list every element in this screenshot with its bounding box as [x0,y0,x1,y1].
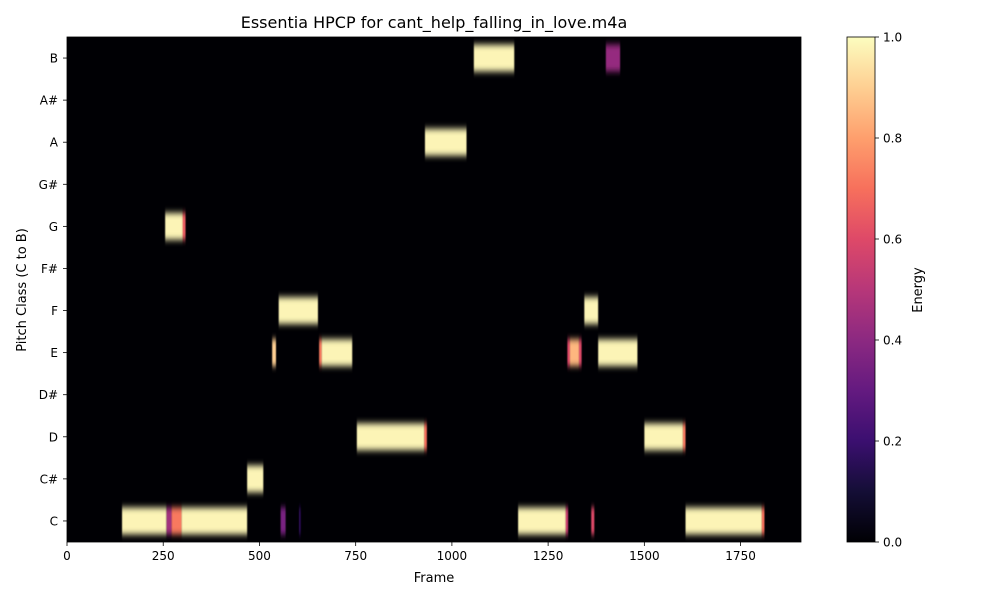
heatmap-cell-f [584,297,599,325]
heatmap-cell-c [518,507,566,535]
y-tick-label: C [50,514,58,528]
y-axis-label: Pitch Class (C to B) [15,228,30,352]
heatmap-cells [122,44,765,535]
heatmap-cell-c [591,507,595,535]
heatmap-cell-c [122,507,167,535]
heatmap-cell-e [578,339,582,367]
heatmap-cell-c [171,507,182,535]
y-tick-label: G [49,220,58,234]
heatmap-cell-e [319,339,322,367]
colorbar [846,36,876,543]
heatmap-cell-b [473,44,515,72]
y-tick-label: C# [40,472,58,486]
heatmap-cell-e [272,339,276,367]
heatmap-cell-c [761,507,765,535]
y-axis-ticks: C C# D D# E F F# G G# A A# B [39,52,67,528]
x-tick-label: 250 [152,549,175,563]
heatmap-cell-b [605,44,621,72]
x-tick-label: 500 [248,549,271,563]
heatmap-cell-c [166,507,172,535]
heatmap-cell-c [685,507,762,535]
heatmap-cell-g [182,212,186,240]
y-tick-label: A [50,136,59,150]
heatmap-cell-c [565,507,569,535]
x-tick-label: 1250 [533,549,564,563]
heatmap-cell-e [598,339,638,367]
heatmap-cell-d [424,423,427,451]
colorbar-label: Energy [911,267,926,313]
heatmap-cell-e [321,339,353,367]
chart-title: Essentia HPCP for cant_help_falling_in_l… [241,13,628,33]
y-tick-label: D [49,430,58,444]
y-tick-label: G# [39,178,58,192]
y-tick-label: A# [40,94,58,108]
colorbar-tick-label: 0.2 [883,435,902,449]
y-tick-label: D# [39,388,58,402]
colorbar-tick-label: 0.8 [883,132,902,146]
heatmap-cell-d [682,423,686,451]
colorbar-ticks: 0.0 0.2 0.4 0.6 0.8 1.0 [875,31,902,550]
heatmap-cell-a [424,128,467,156]
heatmap-cell-csharp [247,465,264,493]
y-tick-label: E [50,346,58,360]
x-tick-label: 1750 [725,549,756,563]
x-tick-label: 1000 [437,549,468,563]
plot-background [67,37,801,542]
heatmap-cell-c [280,507,286,535]
colorbar-tick-label: 1.0 [883,31,902,45]
x-tick-label: 750 [344,549,367,563]
heatmap-cell-d [644,423,683,451]
y-tick-label: F# [41,262,58,276]
colorbar-tick-label: 0.6 [883,233,902,247]
x-tick-label: 0 [63,549,71,563]
colorbar-tick-label: 0.4 [883,334,902,348]
heatmap-cell-e [570,339,579,367]
y-tick-label: F [51,304,58,318]
y-tick-label: B [50,52,58,66]
heatmap-cell-c [299,507,301,535]
x-axis-ticks: 0 250 500 750 1000 1250 1500 1750 [63,542,756,563]
heatmap-cell-e [567,339,571,367]
heatmap-cell-f [278,297,318,325]
x-tick-label: 1500 [629,549,660,563]
colorbar-tick-label: 0.0 [883,536,902,550]
heatmap-cell-c [181,507,248,535]
x-axis-label: Frame [414,571,455,586]
heatmap-cell-g [165,212,183,240]
heatmap-cell-d [356,423,425,451]
plot-frame [66,36,802,543]
